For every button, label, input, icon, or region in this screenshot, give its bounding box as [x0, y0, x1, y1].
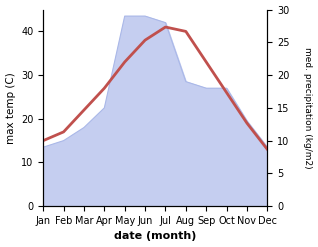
- Y-axis label: med. precipitation (kg/m2): med. precipitation (kg/m2): [303, 47, 313, 169]
- Y-axis label: max temp (C): max temp (C): [5, 72, 16, 144]
- X-axis label: date (month): date (month): [114, 231, 197, 242]
